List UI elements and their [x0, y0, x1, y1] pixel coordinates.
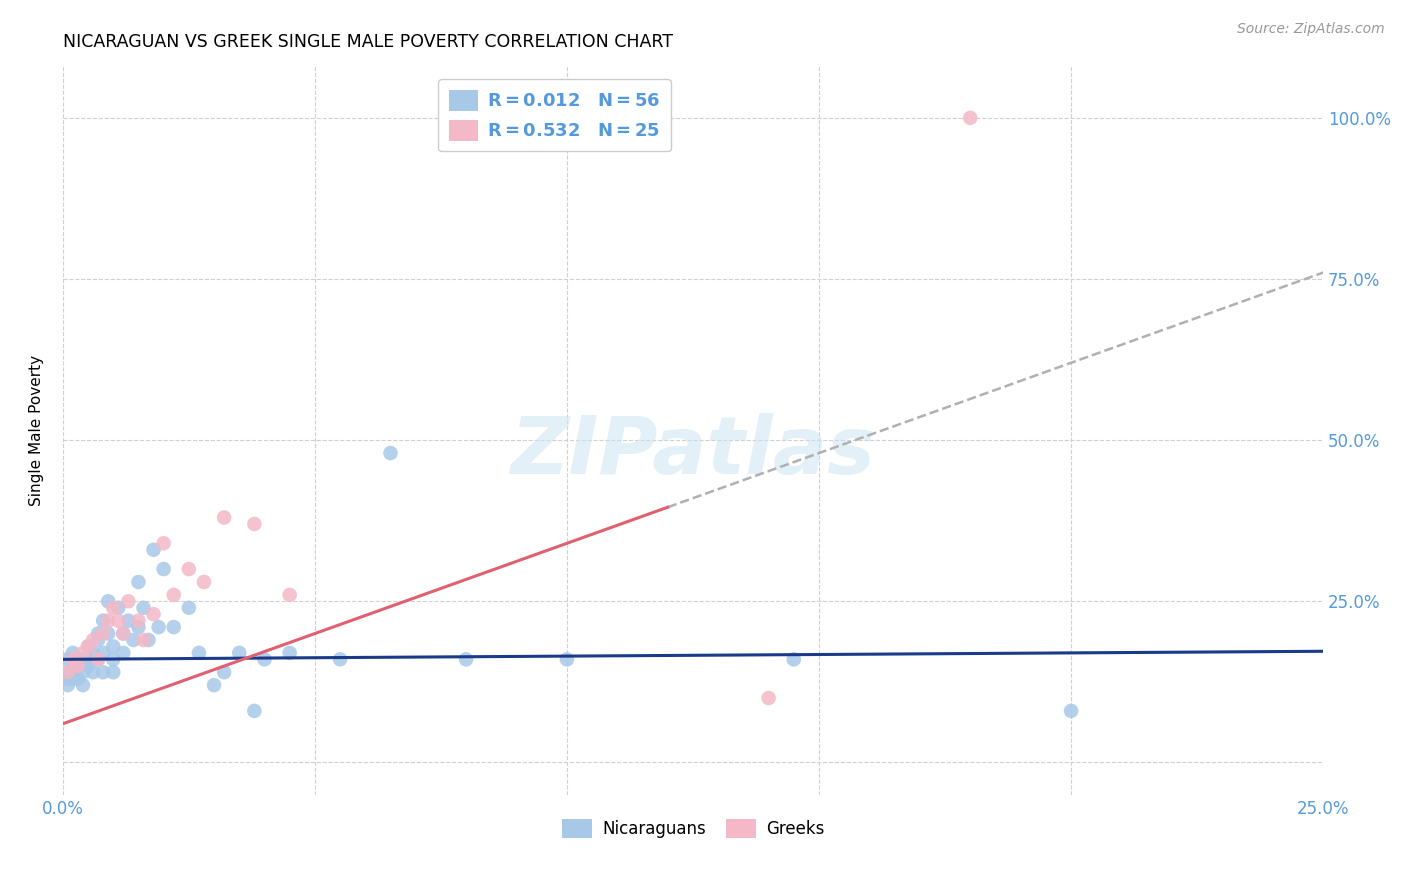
Point [107, 600, 129, 615]
Point [187, 646, 209, 660]
Point [56, 678, 79, 692]
Point [138, 632, 160, 647]
Point [82, 665, 104, 680]
Point [77, 640, 100, 654]
Point [152, 562, 174, 576]
Point [66, 658, 89, 673]
Point [103, 652, 125, 666]
Point [112, 646, 135, 660]
Point [117, 594, 139, 608]
Point [103, 665, 125, 680]
Point [66, 652, 89, 666]
Point [112, 626, 135, 640]
Point [177, 600, 200, 615]
Point [959, 111, 981, 125]
Point [87, 652, 110, 666]
Text: ZIPatlas: ZIPatlas [510, 413, 876, 491]
Text: Source: ZipAtlas.com: Source: ZipAtlas.com [1237, 22, 1385, 37]
Point [202, 678, 225, 692]
Point [62, 672, 84, 686]
Point [72, 646, 94, 660]
Point [103, 600, 125, 615]
Point [228, 646, 250, 660]
Point [177, 562, 200, 576]
Point [91, 665, 114, 680]
Point [148, 620, 170, 634]
Point [56, 665, 79, 680]
Point [278, 646, 301, 660]
Point [62, 652, 84, 666]
Point [62, 658, 84, 673]
Point [212, 665, 235, 680]
Point [253, 652, 276, 666]
Point [87, 632, 110, 647]
Point [62, 646, 84, 660]
Y-axis label: Single Male Poverty: Single Male Poverty [30, 355, 44, 506]
Point [103, 640, 125, 654]
Point [127, 614, 149, 628]
Point [758, 691, 780, 706]
Point [132, 600, 155, 615]
Point [456, 652, 478, 666]
Point [163, 588, 186, 602]
Point [72, 652, 94, 666]
Point [56, 652, 79, 666]
Point [91, 626, 114, 640]
Point [329, 652, 352, 666]
Point [66, 658, 89, 673]
Point [193, 574, 215, 589]
Point [243, 516, 266, 531]
Point [127, 574, 149, 589]
Text: NICARAGUAN VS GREEK SINGLE MALE POVERTY CORRELATION CHART: NICARAGUAN VS GREEK SINGLE MALE POVERTY … [63, 33, 673, 51]
Point [278, 588, 301, 602]
Point [212, 510, 235, 524]
Point [82, 632, 104, 647]
Point [142, 542, 165, 557]
Point [87, 652, 110, 666]
Point [1060, 704, 1083, 718]
Point [122, 632, 145, 647]
Point [132, 632, 155, 647]
Point [72, 665, 94, 680]
Point [783, 652, 806, 666]
Point [56, 672, 79, 686]
Point [82, 646, 104, 660]
Point [107, 614, 129, 628]
Point [142, 607, 165, 622]
Point [152, 536, 174, 550]
Point [87, 626, 110, 640]
Point [163, 620, 186, 634]
Point [77, 658, 100, 673]
Point [91, 646, 114, 660]
Point [380, 446, 402, 460]
Point [72, 678, 94, 692]
Point [97, 614, 120, 628]
Point [555, 652, 578, 666]
Point [97, 626, 120, 640]
Point [91, 614, 114, 628]
Point [112, 626, 135, 640]
Point [243, 704, 266, 718]
Point [97, 594, 120, 608]
Point [117, 614, 139, 628]
Point [127, 620, 149, 634]
Point [77, 652, 100, 666]
Legend: Nicaraguans, Greeks: Nicaraguans, Greeks [555, 812, 831, 845]
Point [66, 672, 89, 686]
Point [77, 640, 100, 654]
Point [56, 665, 79, 680]
